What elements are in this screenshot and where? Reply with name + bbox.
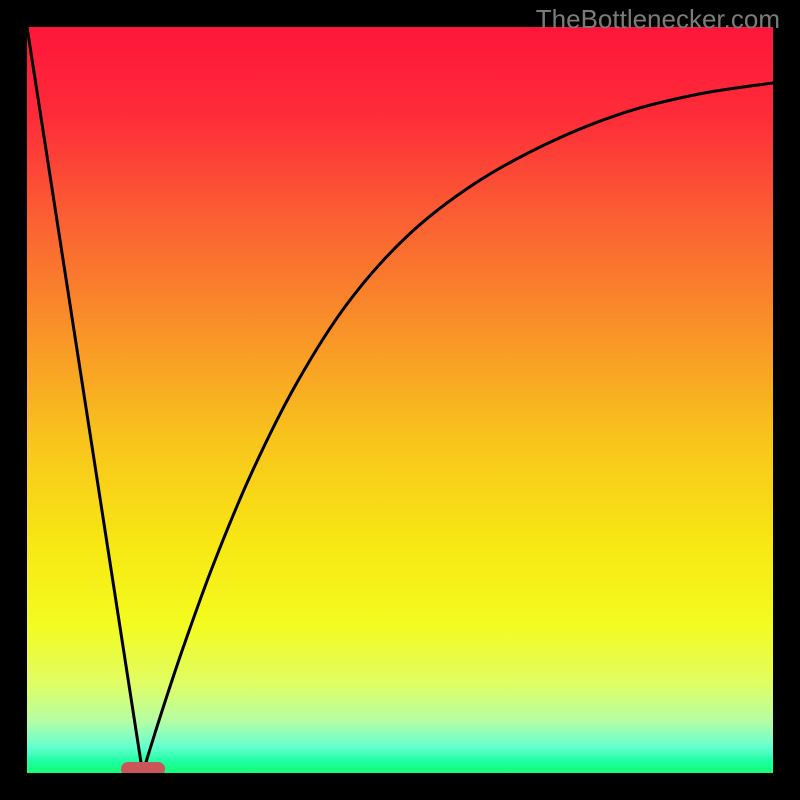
- watermark-text: TheBottlenecker.com: [536, 4, 780, 35]
- optimal-marker: [121, 762, 165, 776]
- chart-container: TheBottlenecker.com: [0, 0, 800, 800]
- bottleneck-curve: [0, 0, 800, 800]
